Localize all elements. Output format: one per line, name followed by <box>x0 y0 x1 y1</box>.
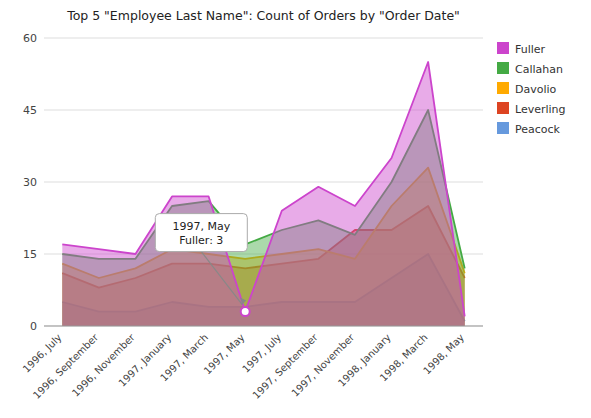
annotation-arrow <box>201 252 242 305</box>
title: Top 5 "Employee Last Name": Count of Ord… <box>66 8 460 23</box>
annotation-line: Fuller: 3 <box>179 234 223 247</box>
legend-label: Fuller <box>515 43 546 56</box>
x-tick-label: 1996, November <box>70 331 138 399</box>
annotation-arrowhead <box>240 298 246 305</box>
y-tick-label: 0 <box>30 320 37 333</box>
legend-swatch <box>497 102 509 114</box>
x-tick-label: 1998, May <box>421 332 466 377</box>
legend-label: Callahan <box>515 63 563 76</box>
legend-swatch <box>497 82 509 94</box>
legend-label: Peacock <box>515 123 561 136</box>
annotation-line: 1997, May <box>172 220 230 233</box>
y-tick-label: 30 <box>23 176 37 189</box>
chart: Top 5 "Employee Last Name": Count of Ord… <box>0 0 591 418</box>
area-line <box>62 62 464 316</box>
y-tick-label: 15 <box>23 248 37 261</box>
area-fill <box>62 62 464 326</box>
grid-line <box>44 326 483 327</box>
grid-line <box>44 38 483 39</box>
x-tick-label: 1997, September <box>250 331 320 401</box>
plot-area <box>62 62 464 326</box>
x-tick-label: 1997, May <box>202 332 247 377</box>
x-tick-label: 1996, September <box>31 331 101 401</box>
legend-label: Leverling <box>515 103 566 116</box>
annotation-text: 1997, MayFuller: 3 <box>172 220 230 247</box>
x-tick-label: 1998, March <box>378 332 430 384</box>
annotation-point <box>241 307 250 316</box>
legend-label: Davolio <box>515 83 557 96</box>
x-axis <box>44 326 483 327</box>
y-tick-label: 60 <box>23 32 37 45</box>
legend-swatch <box>497 62 509 74</box>
legend-swatch <box>497 42 509 54</box>
legend-swatch <box>497 122 509 134</box>
annotation: 1997, MayFuller: 3 <box>155 214 249 317</box>
annotation-box <box>155 214 247 252</box>
x-tick-label: 1997, March <box>158 332 210 384</box>
y-tick-label: 45 <box>23 104 37 117</box>
x-tick-label: 1997, November <box>289 331 357 399</box>
